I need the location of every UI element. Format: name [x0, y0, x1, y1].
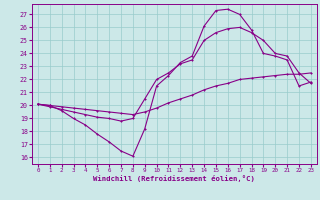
X-axis label: Windchill (Refroidissement éolien,°C): Windchill (Refroidissement éolien,°C)	[93, 175, 255, 182]
